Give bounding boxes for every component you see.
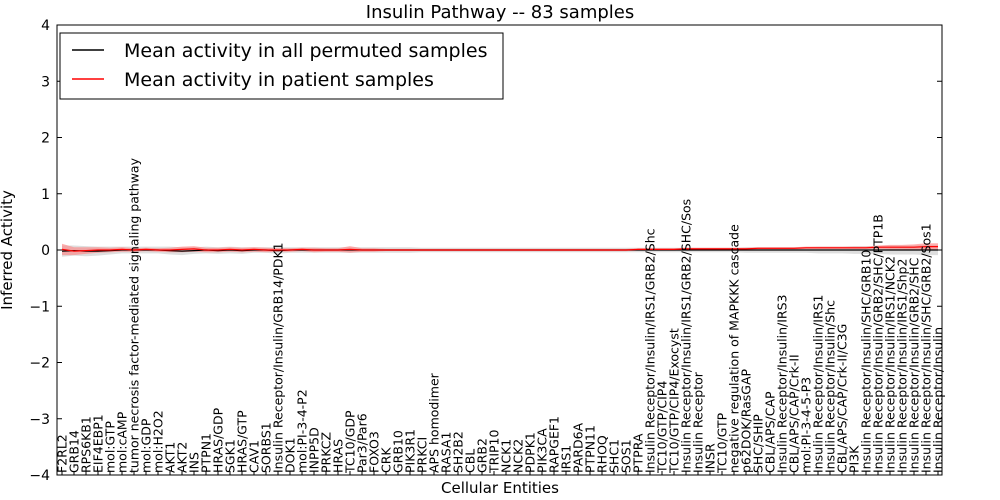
x-tick-label: PRKCI: [415, 437, 430, 473]
y-tick-label: −2: [29, 356, 50, 372]
x-tick-label: Insulin Receptor/Insulin/GRB14/PDK1: [271, 242, 286, 473]
x-tick-label: CBL/APS/CAP: [763, 391, 778, 473]
x-tick-label: Insulin Receptor/Insulin/IRS1/Shp2: [895, 259, 910, 473]
x-tick-label: tumor necrosis factor-mediated signaling…: [127, 157, 142, 473]
x-tick-label: RAPGEF1: [547, 416, 562, 473]
y-tick-label: 1: [41, 187, 50, 203]
x-tick-label: SGK1: [223, 439, 238, 473]
x-tick-label: SHC1: [607, 439, 622, 473]
x-tick-label: mol:H2O2: [151, 410, 166, 473]
x-tick-label: GRB2: [475, 438, 490, 473]
x-tick-label: PDPK1: [523, 432, 538, 473]
series-line-patient: [61, 246, 938, 252]
y-axis: 4 3 2 1 0 −1 −2 −3 −4: [29, 18, 942, 484]
x-tick-label: CBL/APS/CAP/Crk-II: [787, 354, 802, 473]
chart-title: Insulin Pathway -- 83 samples: [366, 2, 634, 23]
x-tick-label: Insulin Receptor/Insulin/IRS1/NCK2: [883, 256, 898, 473]
band-patient: [62, 243, 938, 256]
x-tick-label: Insulin Receptor/Insulin/IRS1/GRB2/Shc: [643, 228, 658, 473]
legend-label-permuted: Mean activity in all permuted samples: [124, 40, 487, 62]
x-tick-label: TC10/GTP/CIP4: [655, 381, 670, 474]
x-axis: F2RL2GRB14RPS6KB1EIF4EBP1mol:GTPmol:cAMP…: [55, 157, 946, 475]
x-tick-label: Insulin Receptor/Insulin/GRB2/SHC/PTP1B: [871, 214, 886, 473]
y-tick-label: −3: [29, 412, 50, 428]
series-lines: [61, 246, 938, 252]
x-tick-label: EIF4EBP1: [91, 414, 106, 473]
x-tick-label: CBL/APS/CAP/Crk-II/C3G: [835, 324, 850, 473]
x-tick-label: RASA1: [439, 432, 454, 473]
y-tick-label: 2: [41, 131, 50, 147]
x-tick-label: mol:GDP: [139, 418, 154, 473]
x-tick-label: AKT1: [163, 442, 178, 473]
x-tick-label: PTPRA: [631, 433, 646, 473]
x-tick-label: PTPN11: [583, 425, 598, 473]
x-tick-label: TRIP10: [487, 430, 502, 474]
confidence-bands: [62, 243, 938, 257]
legend-box: [59, 32, 504, 100]
x-tick-label: PIK3CA: [535, 428, 550, 473]
x-tick-label: HRAS/GTP: [235, 410, 250, 473]
x-tick-label: Insulin Receptor/Insulin: [931, 327, 946, 473]
x-tick-label: Par3/Par6: [355, 413, 370, 473]
x-tick-label: INPP5D: [307, 427, 322, 473]
x-tick-label: NCK1: [499, 439, 514, 473]
x-tick-label: RHOQ: [595, 435, 610, 473]
x-tick-label: CRK: [379, 447, 394, 473]
plot-frame: [56, 24, 943, 476]
x-axis-label: Cellular Entities: [441, 479, 559, 497]
x-tick-label: PIK3R1: [403, 429, 418, 473]
legend: Mean activity in all permuted samples Me…: [59, 32, 504, 100]
legend-label-patient: Mean activity in patient samples: [124, 69, 434, 91]
x-tick-label: FOXO3: [367, 431, 382, 473]
x-tick-label: Insulin Receptor/Insulin/IRS1: [811, 295, 826, 473]
x-tick-label: SHC/SHIP: [751, 414, 766, 473]
y-tick-label: 4: [41, 18, 50, 34]
y-tick-label: −4: [29, 468, 50, 484]
x-tick-label: INS: [187, 452, 202, 473]
x-tick-label: Insulin Receptor/Insulin/IRS3: [775, 295, 790, 473]
x-tick-label: TC10/GDP: [343, 410, 358, 474]
x-tick-label: Insulin Receptor/Insulin/SHC/GRB2/Sos1: [919, 223, 934, 473]
x-tick-label: PRKCZ: [319, 432, 334, 473]
x-tick-label: negative regulation of MAPKKK cascade: [727, 224, 742, 473]
x-tick-label: Insulin Receptor/Insulin/Shc: [823, 300, 838, 473]
y-axis-label: Inferred Activity: [0, 190, 16, 310]
x-tick-label: PARD6A: [571, 422, 586, 473]
y-tick-label: 0: [41, 243, 50, 259]
x-tick-label: GRB14: [67, 430, 82, 473]
x-tick-label: mol:GTP: [103, 421, 118, 473]
x-tick-label: F2RL2: [55, 434, 70, 473]
x-tick-label: DOK1: [283, 437, 298, 473]
x-tick-label: AKT2: [175, 442, 190, 473]
x-tick-label: GRB10: [391, 430, 406, 473]
x-tick-label: Insulin Receptor/Insulin/IRS1/GRB2/SHC/S…: [679, 199, 694, 473]
x-tick-label: TC10/GTP/CIP4/Exocyst: [667, 328, 682, 474]
x-tick-label: HRAS: [331, 439, 346, 473]
x-tick-label: CAV1: [247, 440, 262, 473]
x-tick-label: HRAS/GDP: [211, 407, 226, 473]
x-tick-label: SH2B2: [451, 431, 466, 473]
x-tick-label: IRS1: [559, 445, 574, 473]
x-tick-label: RPS6KB1: [79, 416, 94, 473]
x-tick-label: CBL: [463, 449, 478, 473]
x-tick-label: p62DOK/RasGAP: [739, 368, 754, 473]
x-tick-label: Insulin Receptor/Insulin/GRB2/SHC: [907, 257, 922, 473]
x-tick-label: APS homodimer: [427, 372, 442, 473]
x-tick-label: Insulin Receptor: [691, 371, 706, 473]
x-tick-label: mol:cAMP: [115, 411, 130, 473]
x-tick-label: PTPN1: [199, 433, 214, 473]
x-tick-label: SORBS1: [259, 422, 274, 473]
x-tick-label: SOS1: [619, 439, 634, 473]
x-tick-label: PI3K: [847, 445, 862, 473]
y-tick-label: 3: [41, 74, 50, 90]
x-tick-label: mol:PI-3-4-5-P3: [799, 377, 814, 473]
x-tick-label: INSR: [703, 443, 718, 473]
x-tick-label: Insulin Receptor/Insulin/SHC/GRB10: [859, 250, 874, 473]
y-tick-label: −1: [29, 299, 50, 315]
x-tick-label: NCK2: [511, 439, 526, 473]
x-tick-label: TC10/GTP: [715, 412, 730, 474]
x-tick-label: mol:PI-3-4-P2: [295, 389, 310, 473]
